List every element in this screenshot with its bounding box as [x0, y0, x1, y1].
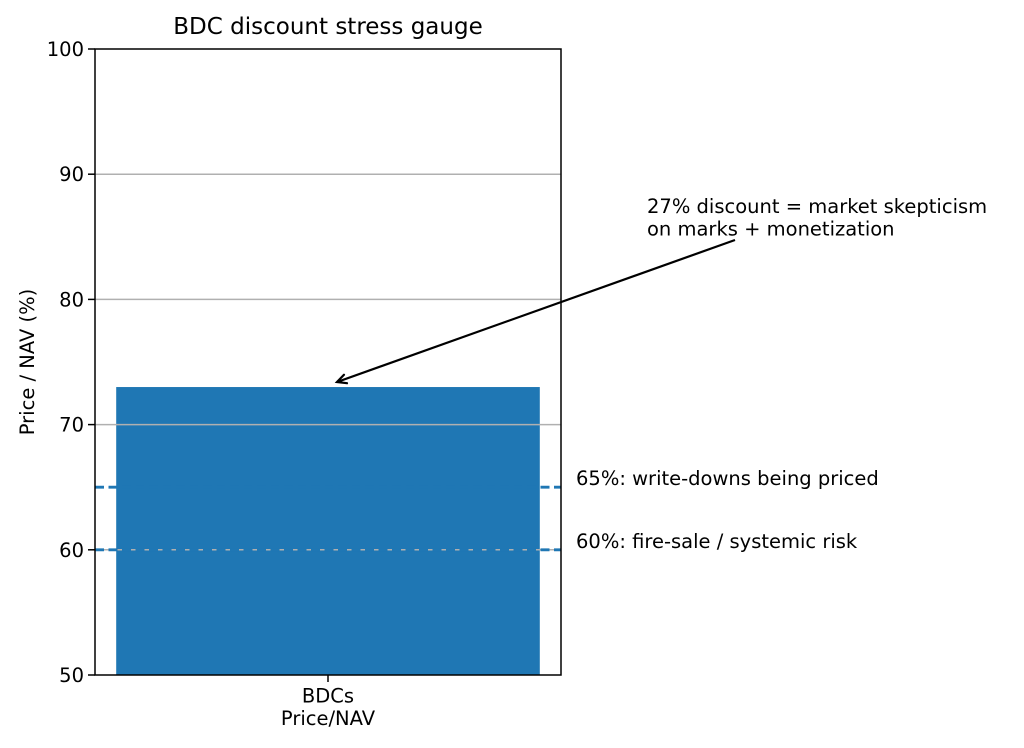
x-tick-label-line-2: Price/NAV [281, 707, 376, 730]
annotation-arrow [334, 238, 736, 385]
y-tick-label-90: 90 [59, 163, 84, 186]
y-tick-label-100: 100 [47, 38, 84, 61]
bar-bdcs-price-nav [116, 387, 540, 675]
annotation-text-line-1: 27% discount = market skepticism [647, 195, 987, 218]
y-tick-label-80: 80 [59, 288, 84, 311]
y-tick-label-70: 70 [59, 414, 84, 437]
x-tick-label: BDCs Price/NAV [281, 685, 376, 730]
threshold-lines-layer: 65%: write-downs being priced 60%: fire-s… [95, 467, 879, 553]
annotation-text-line-2: on marks + monetization [647, 217, 895, 240]
y-tick-label-60: 60 [59, 539, 84, 562]
y-tick-label-50: 50 [59, 664, 84, 687]
x-tick-label-line-1: BDCs [302, 685, 354, 708]
axes-layer: 50 60 70 80 90 100 BDCs Price/NAV [47, 38, 562, 730]
threshold-label-60: 60%: fire-sale / systemic risk [576, 530, 858, 553]
bars-layer [116, 387, 540, 675]
chart-title: BDC discount stress gauge [173, 14, 482, 40]
threshold-label-65: 65%: write-downs being priced [576, 467, 879, 490]
text-layer: BDC discount stress gauge Price / NAV (%… [16, 14, 483, 435]
y-axis-label: Price / NAV (%) [16, 289, 39, 436]
